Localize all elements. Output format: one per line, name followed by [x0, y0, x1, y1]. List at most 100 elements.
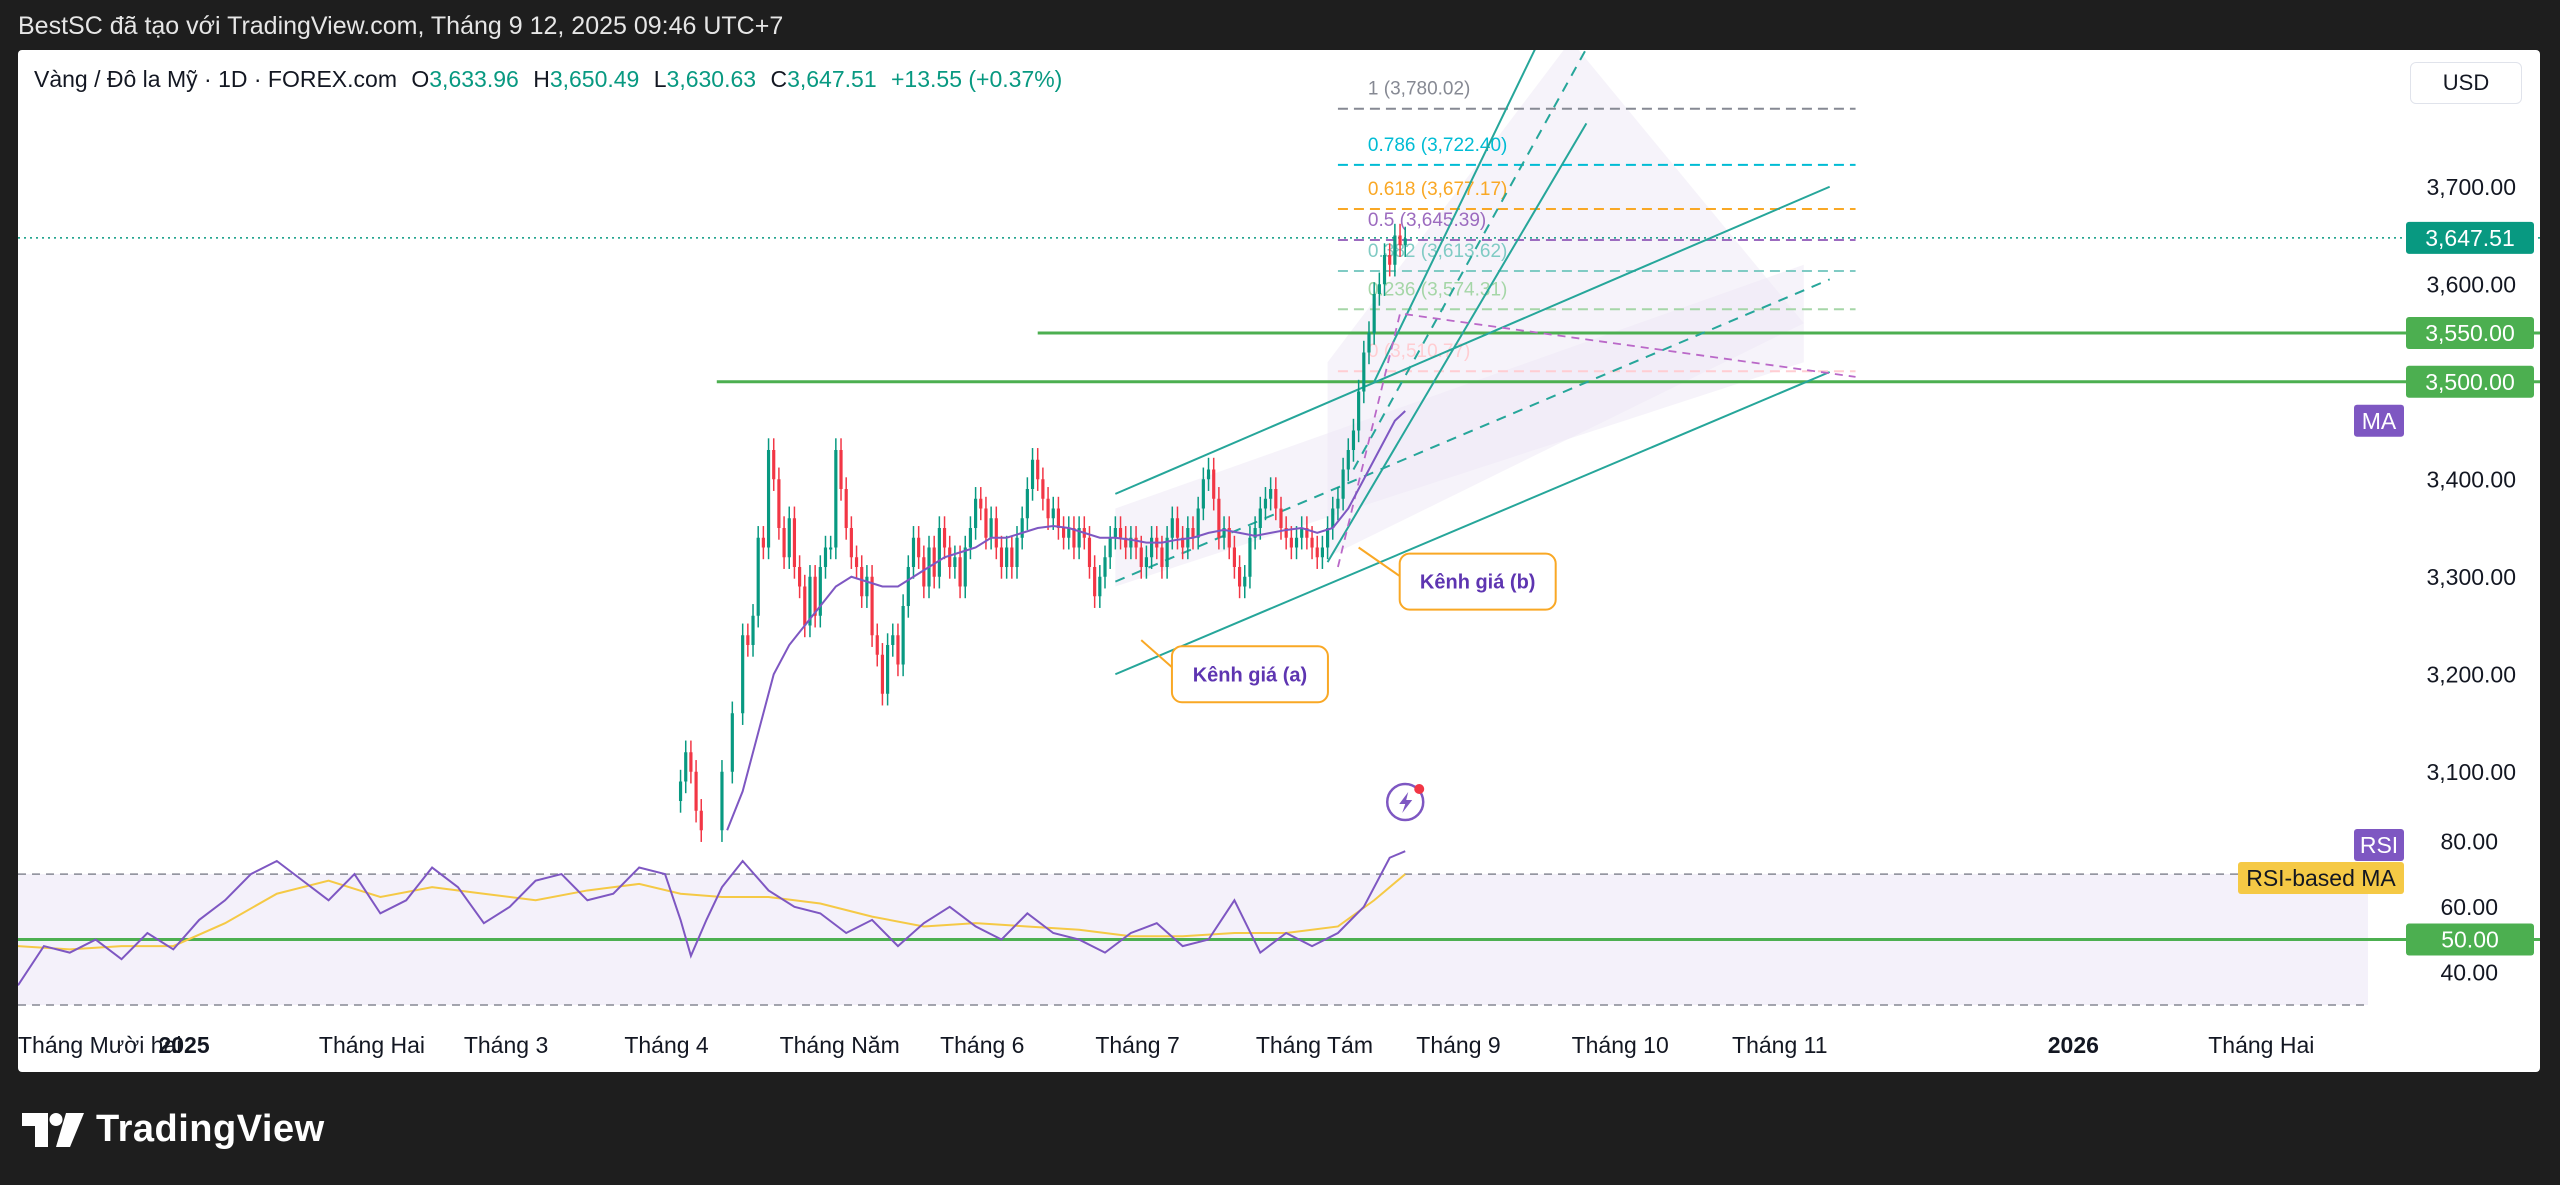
- close-label: C: [770, 66, 788, 92]
- candle-body: [1087, 537, 1092, 567]
- candle-body: [1165, 537, 1169, 567]
- rsi-badge: RSI: [2354, 829, 2404, 861]
- candle-body: [1036, 459, 1040, 480]
- candle-body: [720, 771, 724, 831]
- candle-body: [829, 547, 833, 550]
- candle-body: [1041, 479, 1045, 499]
- change-value: +13.55 (+0.37%): [891, 66, 1063, 92]
- candle-body: [937, 528, 941, 577]
- candle-body: [880, 654, 885, 694]
- candle-body: [1258, 508, 1262, 528]
- symbol-title[interactable]: Vàng / Đô la Mỹ · 1D · FOREX.com: [34, 66, 397, 92]
- candle-body: [1331, 508, 1335, 528]
- candle-body: [989, 518, 993, 538]
- candle-body: [886, 645, 890, 694]
- annotation-callout-box: [1398, 552, 1557, 611]
- brand[interactable]: TradingView: [22, 1108, 325, 1151]
- candle-body: [1175, 518, 1180, 538]
- candle-body: [1103, 557, 1107, 577]
- candle-body: [870, 576, 874, 636]
- candle-body: [1046, 498, 1050, 519]
- close-value: 3,647.51: [787, 66, 877, 92]
- candle-body: [1325, 528, 1330, 548]
- candle-body: [1263, 498, 1268, 509]
- candle-body: [901, 606, 905, 665]
- candle-body: [808, 576, 812, 626]
- candle-body: [1098, 576, 1102, 597]
- tradingview-logo-icon: [22, 1112, 84, 1147]
- candle-body: [1382, 255, 1387, 285]
- time-axis-tick-label: Tháng 9: [1416, 1032, 1500, 1058]
- rsi-ma-line: [18, 873, 1406, 951]
- candle-body: [1377, 284, 1381, 294]
- candle-body: [678, 781, 683, 801]
- brand-name: TradingView: [96, 1108, 325, 1150]
- time-axis-tick-label: Tháng 10: [1572, 1032, 1669, 1058]
- candle-body: [942, 528, 947, 548]
- candle-body: [1217, 498, 1221, 538]
- currency-button[interactable]: USD: [2410, 62, 2522, 104]
- time-axis-tick-label: Tháng Hai: [2208, 1032, 2314, 1058]
- candle-body: [860, 567, 864, 597]
- candle-body: [1072, 528, 1076, 548]
- channel-b-upper-line: [1373, 50, 1536, 383]
- time-axis-tick-label: Tháng Hai: [319, 1032, 425, 1058]
- rsi-level-badge: 50.00: [2406, 923, 2534, 956]
- candle-body: [777, 479, 781, 528]
- candle-body: [1015, 537, 1019, 567]
- rsi-axis-tick-label: 40.00: [2440, 959, 2498, 985]
- candle-body: [974, 498, 978, 528]
- high-value: 3,650.49: [549, 66, 640, 92]
- candle-body: [911, 537, 916, 567]
- candle-body: [746, 635, 750, 645]
- candle-body: [787, 518, 791, 558]
- candle-body: [1398, 235, 1402, 246]
- candle-body: [1227, 528, 1231, 548]
- candle-body: [1269, 489, 1273, 499]
- candle-body: [798, 567, 802, 587]
- rsi-line: [18, 850, 1406, 986]
- ma-line: [726, 410, 1406, 831]
- candle-body: [1362, 352, 1366, 392]
- candle-body: [1129, 537, 1133, 548]
- candle-body: [1191, 528, 1195, 538]
- time-axis-tick-label: 2026: [2048, 1032, 2099, 1058]
- fib-level-label: 1 (3,780.02): [1368, 79, 1470, 100]
- chart-canvas[interactable]: 1 (3,780.02) 0.786 (3,722.40) 0.618 (3,677…: [18, 50, 2540, 1072]
- candle-body: [1367, 333, 1371, 353]
- time-axis-tick-label: Tháng Mười hai: [18, 1032, 181, 1058]
- candle-body: [1196, 508, 1200, 538]
- candle-body: [1181, 537, 1185, 548]
- candle-body: [818, 567, 822, 616]
- candle-body: [1336, 498, 1340, 509]
- candle-body: [844, 489, 848, 528]
- candle-body: [834, 450, 838, 548]
- level-price-badge-text: 3,500.00: [2425, 369, 2515, 395]
- candle-body: [1403, 238, 1407, 246]
- candle-body: [1030, 459, 1035, 489]
- chart-caption: BestSC đã tạo với TradingView.com, Tháng…: [18, 12, 784, 40]
- candle-body: [813, 576, 817, 616]
- time-axis-tick-label: Tháng 3: [464, 1032, 548, 1058]
- candle-body: [1139, 547, 1143, 567]
- channel-a-lower-line: [1114, 371, 1831, 676]
- candle-body: [932, 547, 936, 577]
- chart-panel[interactable]: 1 (3,780.02) 0.786 (3,722.40) 0.618 (3,677…: [18, 50, 2540, 1072]
- candle-body: [999, 547, 1004, 567]
- ma-badge: MA: [2354, 404, 2404, 437]
- open-value: 3,633.96: [429, 66, 519, 92]
- candle-body: [756, 537, 760, 616]
- time-axis-tick-label: Tháng Năm: [780, 1032, 900, 1058]
- candle-body: [994, 518, 998, 548]
- candle-body: [684, 752, 688, 782]
- time-axis-tick-label: Tháng Tám: [1256, 1032, 1373, 1058]
- candle-body: [1279, 508, 1283, 528]
- candle-body: [1062, 528, 1066, 538]
- candle-body: [1150, 537, 1154, 558]
- candle-body: [1010, 547, 1014, 567]
- candle-body: [772, 450, 776, 480]
- candle-body: [1160, 547, 1164, 567]
- candle-body: [1051, 508, 1055, 519]
- candle-body: [1093, 567, 1097, 597]
- candle-body: [730, 713, 734, 772]
